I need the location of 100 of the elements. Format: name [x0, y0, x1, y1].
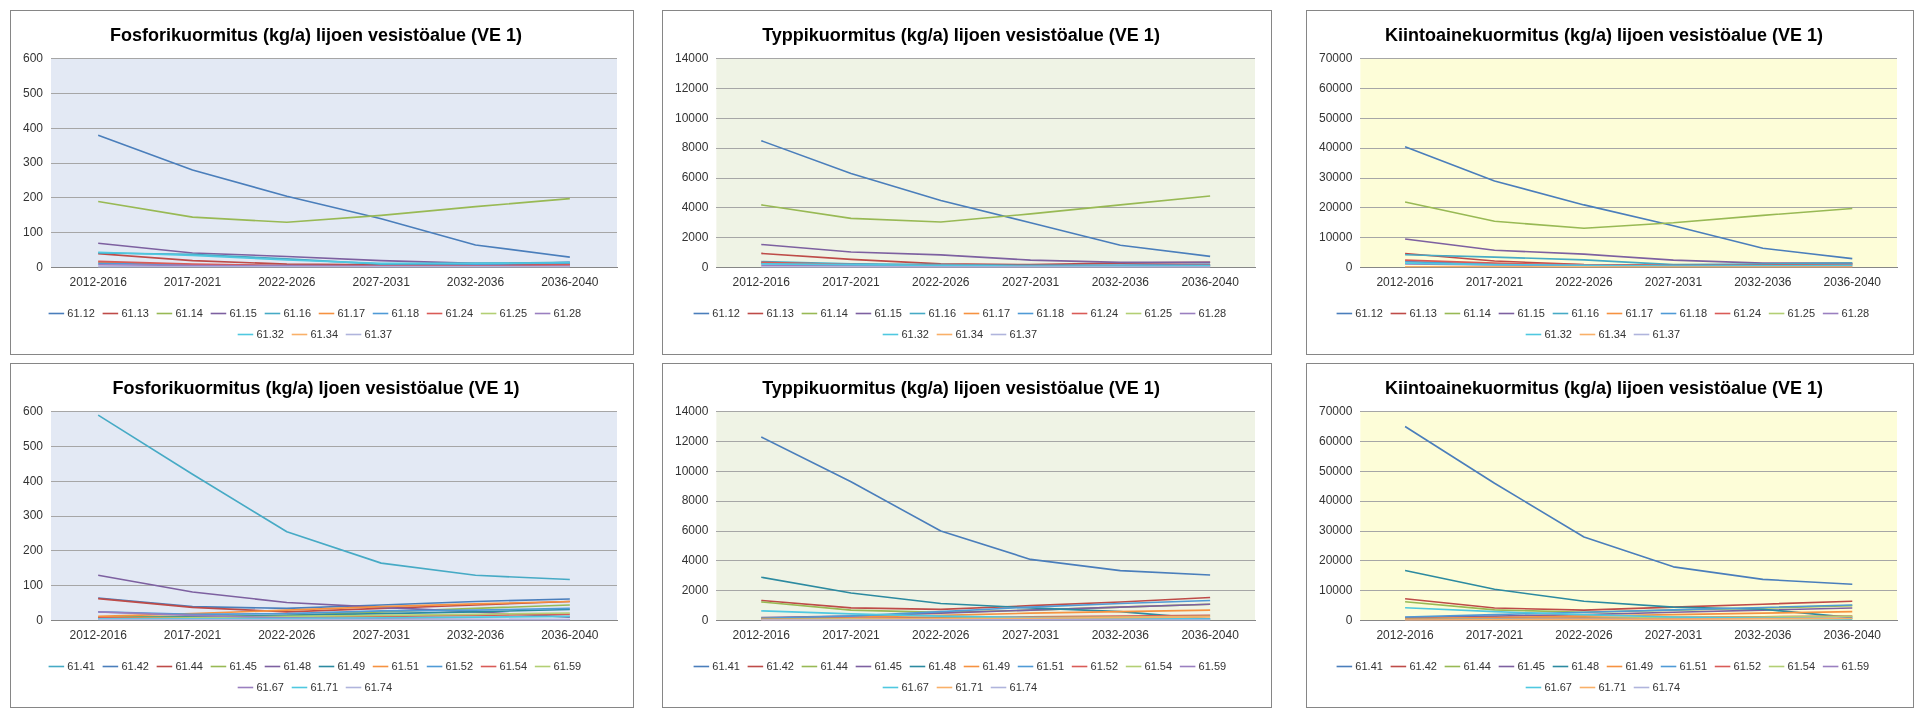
- x-tick-label: 2036-2040: [1823, 628, 1882, 643]
- legend-label: 61.41: [1355, 659, 1383, 672]
- x-tick-label: 2032-2036: [1091, 628, 1150, 643]
- legend-label: 61.41: [67, 659, 95, 672]
- legend-label: 61.54: [1787, 659, 1816, 672]
- legend-label: 61.13: [1409, 306, 1437, 319]
- x-tick-label: 2022-2026: [258, 275, 316, 290]
- legend-label: 61.59: [1198, 659, 1227, 672]
- x-tick-label: 2012-2016: [1376, 628, 1435, 643]
- legend-label: 61.49: [982, 659, 1011, 672]
- legend-label: 61.28: [1198, 306, 1227, 319]
- legend-label: 61.16: [283, 306, 311, 319]
- y-tick-label: 60000: [1318, 433, 1353, 448]
- y-tick-label: 600: [22, 50, 44, 65]
- y-tick-label: 2000: [681, 230, 709, 245]
- legend-label: 61.15: [874, 306, 902, 319]
- legend-label: 61.67: [1544, 680, 1572, 693]
- x-tick-label: 2017-2021: [822, 275, 881, 290]
- x-tick-label: 2017-2021: [163, 628, 222, 643]
- y-tick-label: 20000: [1318, 200, 1353, 215]
- x-tick-label: 2032-2036: [1734, 628, 1792, 643]
- x-tick-label: 2012-2016: [69, 628, 128, 643]
- legend-label: 61.42: [121, 659, 149, 672]
- legend-label: 61.59: [1841, 659, 1870, 672]
- legend-label: 61.24: [1733, 306, 1762, 319]
- legend-label: 61.37: [1652, 327, 1681, 340]
- x-tick-label: 2017-2021: [163, 275, 222, 290]
- y-tick-label: 8000: [681, 493, 709, 508]
- x-tick-label: 2027-2031: [1644, 628, 1703, 643]
- legend-label: 61.24: [1090, 306, 1119, 319]
- x-tick-label: 2036-2040: [1823, 275, 1882, 290]
- legend-label: 61.45: [874, 659, 902, 672]
- legend-label: 61.51: [1036, 659, 1065, 672]
- y-tick-label: 0: [36, 259, 44, 274]
- y-tick-label: 200: [22, 543, 44, 558]
- y-tick-label: 40000: [1318, 140, 1353, 155]
- x-tick-label: 2032-2036: [1734, 275, 1792, 290]
- x-tick-label: 2012-2016: [69, 275, 128, 290]
- chart-title: Typpikuormitus (kg/a) Iijoen vesistöalue (VE 1): [762, 24, 1160, 45]
- y-tick-label: 500: [22, 438, 44, 453]
- y-tick-label: 2000: [681, 583, 709, 598]
- x-tick-label: 2022-2026: [1555, 275, 1613, 290]
- x-tick-label: 2012-2016: [732, 275, 791, 290]
- legend-label: 61.14: [175, 306, 203, 319]
- legend-label: 61.42: [766, 659, 794, 672]
- legend-label: 61.49: [1625, 659, 1654, 672]
- legend-label: 61.67: [901, 680, 929, 693]
- x-tick-label: 2022-2026: [912, 275, 970, 290]
- y-tick-label: 300: [22, 508, 44, 523]
- x-tick-label: 2032-2036: [446, 275, 505, 290]
- y-tick-label: 200: [22, 190, 44, 205]
- legend-label: 61.28: [553, 306, 582, 319]
- chart-title: Fosforikuormitus (kg/a) Ijoen vesistöalue (VE 1): [112, 377, 520, 398]
- legend-label: 61.54: [499, 659, 528, 672]
- legend-label: 61.52: [445, 659, 474, 672]
- legend-label: 61.71: [955, 680, 984, 693]
- legend-label: 61.54: [1144, 659, 1173, 672]
- x-tick-label: 2022-2026: [258, 628, 316, 643]
- legend-label: 61.48: [928, 659, 956, 672]
- y-tick-label: 12000: [674, 433, 709, 448]
- y-tick-label: 400: [22, 473, 44, 488]
- y-tick-label: 400: [22, 120, 44, 135]
- legend-label: 61.74: [1009, 680, 1038, 693]
- legend-label: 61.41: [712, 659, 740, 672]
- legend-label: 61.16: [928, 306, 956, 319]
- x-tick-label: 2027-2031: [352, 275, 411, 290]
- legend-label: 61.74: [1652, 680, 1681, 693]
- chart-title: Kiintoainekuormitus (kg/a) Iijoen vesistöalue (VE 1): [1384, 377, 1824, 398]
- y-tick-label: 14000: [674, 50, 709, 65]
- legend-label: 61.34: [955, 327, 984, 340]
- x-tick-label: 2032-2036: [446, 628, 505, 643]
- x-tick-label: 2036-2040: [541, 628, 599, 643]
- y-tick-label: 4000: [681, 200, 709, 215]
- legend-label: 61.32: [901, 327, 929, 340]
- legend-label: 61.12: [67, 306, 95, 319]
- y-tick-label: 50000: [1318, 110, 1353, 125]
- y-tick-label: 30000: [1318, 523, 1353, 538]
- legend-label: 61.25: [499, 306, 528, 319]
- y-tick-label: 8000: [681, 140, 709, 155]
- legend-label: 61.52: [1733, 659, 1762, 672]
- y-tick-label: 500: [22, 85, 44, 100]
- x-tick-label: 2027-2031: [1644, 275, 1703, 290]
- y-tick-label: 50000: [1318, 463, 1353, 478]
- y-tick-label: 14000: [674, 403, 709, 418]
- legend-label: 61.49: [337, 659, 366, 672]
- y-tick-label: 10000: [1318, 583, 1353, 598]
- legend-label: 61.34: [310, 327, 339, 340]
- y-tick-label: 600: [22, 403, 44, 418]
- legend-label: 61.12: [712, 306, 740, 319]
- legend-label: 61.37: [1009, 327, 1038, 340]
- legend-label: 61.44: [1463, 659, 1491, 672]
- legend-label: 61.44: [175, 659, 203, 672]
- legend-label: 61.32: [1544, 327, 1572, 340]
- x-tick-label: 2032-2036: [1091, 275, 1150, 290]
- legend-label: 61.28: [1841, 306, 1870, 319]
- x-tick-label: 2027-2031: [1001, 275, 1060, 290]
- legend-label: 61.17: [1625, 306, 1654, 319]
- y-tick-label: 70000: [1318, 403, 1353, 418]
- legend-label: 61.51: [1679, 659, 1708, 672]
- y-tick-label: 4000: [681, 553, 709, 568]
